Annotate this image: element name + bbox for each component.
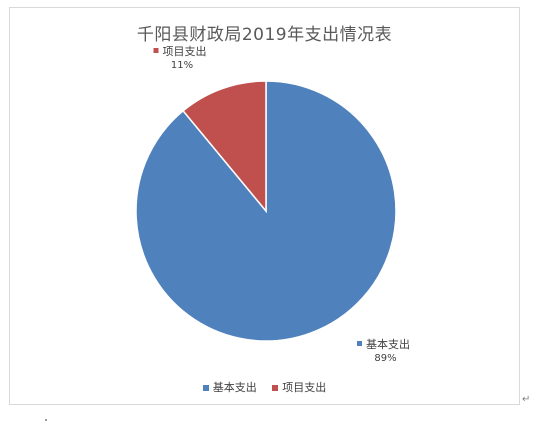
legend-label-project: 项目支出 [282,381,327,394]
paragraph-mark: ↵ [522,394,531,405]
data-label-marker-project [153,48,159,53]
data-label-percent-basic: 89% [374,353,396,364]
data-label-project: 项目支出 11% [153,44,207,71]
data-label-category-basic: 基本支出 [366,337,410,351]
legend-swatch-basic [202,385,209,391]
chart-legend: 基本支出 项目支出 [10,379,519,395]
pie-chart: 基本支出 89% 项目支出 11% [135,44,410,364]
legend-swatch-project [272,385,279,391]
data-label-percent-project: 11% [171,60,193,71]
data-label-category-project: 项目支出 [163,44,207,58]
dot-mark [45,419,47,421]
data-label-marker-basic [357,341,362,346]
pie-slice-project [182,80,267,214]
chart-title: 千阳县财政局2019年支出情况表 [136,25,393,45]
legend-item-project: 项目支出 [272,379,326,395]
chart-frame: 千阳县财政局2019年支出情况表 基本支出 89% 项目支出 11% 基本支出 项目支… [9,7,520,405]
data-label-basic: 基本支出 89% [357,337,410,364]
legend-item-basic: 基本支出 [202,379,257,395]
legend-label-basic: 基本支出 [212,381,257,394]
